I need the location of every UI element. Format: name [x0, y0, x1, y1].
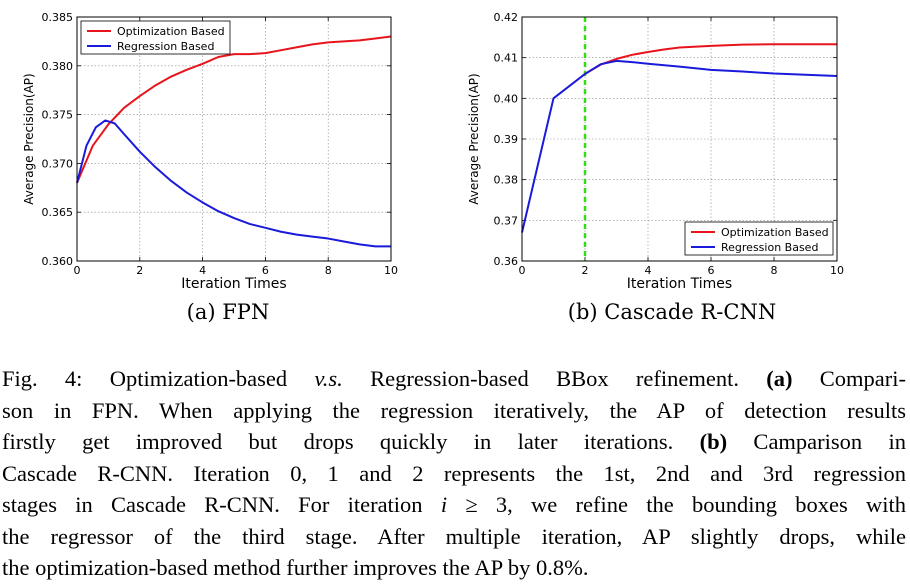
x-tick-label: 4 — [645, 264, 652, 277]
series-line-optimization — [584, 43, 837, 75]
chart-fpn: 0 2 4 6 8 10 0.360 0.365 0.370 0.375 0.380 0.385 Ite… — [22, 11, 398, 292]
y-tick-label: 0.360 — [42, 255, 74, 268]
x-tick-label: 4 — [199, 264, 206, 277]
subcaption-a: (a) FPN — [187, 300, 270, 324]
y-tick-label: 0.375 — [42, 109, 74, 122]
legend-label: Regression Based — [721, 241, 818, 254]
x-tick-label: 6 — [708, 264, 715, 277]
caption-line: Cascade R-CNN. Iteration 0, 1 and 2 repr… — [2, 460, 906, 486]
y-tick-label: 0.370 — [42, 157, 74, 170]
legend-label: Regression Based — [117, 40, 214, 53]
x-tick-label: 10 — [830, 264, 844, 277]
figure-canvas: 0 2 4 6 8 100.3600.3650.3700.3750.3800.385Ite… — [22, 11, 844, 324]
caption-line: Fig. 4: Optimization-based v.s. Regressi… — [2, 366, 907, 391]
x-tick-label: 2 — [582, 264, 589, 277]
y-tick-label: 0.41 — [494, 52, 519, 65]
y-tick-label: 0.380 — [42, 60, 74, 73]
x-tick-label: 8 — [771, 264, 778, 277]
y-tick-label: 0.38 — [494, 174, 519, 187]
y-tick-label: 0.37 — [494, 214, 519, 227]
legend-label: Optimization Based — [721, 226, 829, 239]
x-tick-label: 8 — [325, 264, 332, 277]
y-axis-label: Average Precision(AP) — [467, 73, 481, 204]
x-tick-label: 10 — [384, 264, 398, 277]
y-tick-label: 0.40 — [494, 92, 519, 105]
x-axis-label: Iteration Times — [627, 276, 732, 292]
series-line-regression — [76, 119, 391, 248]
x-tick-label: 0 — [519, 264, 526, 277]
y-tick-label: 0.39 — [494, 133, 519, 146]
figure-caption: Fig. 4: Optimization-based v.s. Regressi… — [2, 363, 906, 584]
y-axis-label: Average Precision(AP) — [22, 73, 36, 204]
caption-line: the optimization-based method further im… — [2, 555, 589, 580]
caption-line: the regressor of the third stage. After … — [2, 523, 906, 549]
legend-label: Optimization Based — [117, 25, 225, 38]
caption-line: stages in Cascade R-CNN. For iteration i… — [2, 492, 906, 517]
x-tick-label: 2 — [136, 264, 143, 277]
y-tick-label: 0.42 — [494, 11, 519, 24]
series-line-regression — [521, 59, 838, 233]
x-axis-label: Iteration Times — [181, 276, 286, 292]
y-tick-label: 0.365 — [42, 206, 74, 219]
plot-frame — [521, 16, 838, 262]
chart-cascade-rcnn: 0 2 4 6 8 10 0.36 0.37 0.38 0.39 0.40 0.41 0.42 Itera… — [467, 11, 844, 292]
x-tick-label: 0 — [74, 264, 81, 277]
legend-box — [684, 221, 834, 256]
caption-line: firstly get improved but drops quickly i… — [2, 429, 907, 454]
plot-frame — [76, 16, 392, 262]
subcaption-b: (b) Cascade R-CNN — [568, 300, 776, 324]
series-line-optimization — [76, 35, 392, 184]
y-tick-label: 0.36 — [494, 255, 519, 268]
y-tick-label: 0.385 — [42, 11, 74, 24]
legend-box — [80, 20, 231, 55]
caption-line: son in FPN. When applying the regression… — [2, 397, 906, 423]
x-tick-label: 6 — [262, 264, 269, 277]
